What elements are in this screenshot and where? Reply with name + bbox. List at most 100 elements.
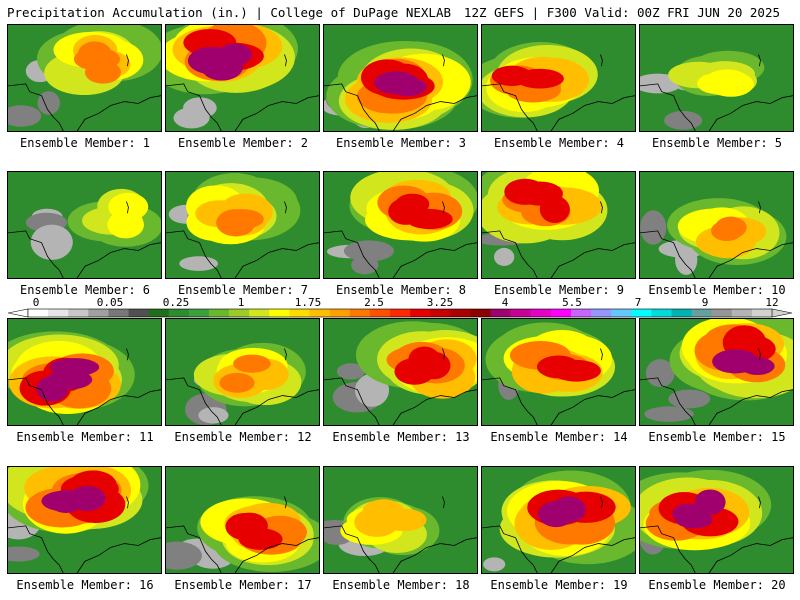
low-precip-patch — [37, 91, 60, 115]
precip-contour — [697, 73, 733, 94]
state-border-line — [324, 83, 380, 131]
colorbar-swatch — [570, 309, 592, 317]
ensemble-member-map — [639, 171, 794, 279]
coastline — [392, 537, 477, 573]
colorbar-tick-label: 9 — [702, 296, 709, 309]
ensemble-member-label: Ensemble Member: 5 — [651, 136, 783, 150]
colorbar-swatch — [450, 309, 471, 317]
ensemble-member-map — [165, 318, 320, 426]
state-border-line — [324, 525, 380, 573]
precip-field — [482, 25, 635, 131]
precip-field — [324, 319, 477, 425]
coastline — [708, 389, 793, 425]
river-line — [758, 496, 761, 509]
colorbar-swatch — [329, 309, 351, 317]
precip-field — [640, 319, 793, 425]
colorbar-swatch — [349, 309, 371, 317]
coastline — [76, 242, 161, 278]
colorbar-tick-label: 0.25 — [163, 296, 190, 309]
river-line — [126, 496, 129, 509]
ensemble-member-map — [7, 466, 162, 574]
colorbar-tick-label: 1 — [238, 296, 245, 309]
colorbar-swatch — [550, 309, 572, 317]
colorbar-swatch — [289, 309, 310, 317]
state-border-line — [482, 83, 538, 131]
river-line — [600, 496, 603, 509]
low-precip-patch — [179, 256, 218, 271]
ensemble-member-label: Ensemble Member: 12 — [174, 430, 312, 444]
ensemble-member-map — [7, 171, 162, 279]
precip-contour — [537, 501, 575, 528]
colorbar-swatch — [410, 309, 431, 317]
ensemble-member-label: Ensemble Member: 17 — [174, 578, 312, 592]
colorbar-tick-label: 12 — [765, 296, 778, 309]
river-line — [284, 348, 287, 361]
colorbar-swatch — [430, 309, 451, 317]
colorbar-swatch — [731, 309, 753, 317]
ensemble-member-map — [165, 466, 320, 574]
ensemble-member-label: Ensemble Member: 15 — [648, 430, 786, 444]
river-line — [442, 496, 445, 509]
colorbar-tick-label: 2.5 — [364, 296, 384, 309]
colorbar-swatch — [711, 309, 733, 317]
precip-field — [166, 467, 319, 573]
river-line — [126, 348, 129, 361]
precip-field — [482, 172, 635, 278]
ensemble-member-label: Ensemble Member: 7 — [177, 283, 309, 297]
coastline — [392, 242, 477, 278]
precip-contour — [49, 489, 83, 513]
precip-field — [482, 319, 635, 425]
coastline — [708, 242, 793, 278]
colorbar-outline — [27, 308, 773, 318]
river-line — [284, 54, 287, 67]
coastline — [708, 537, 793, 573]
low-precip-patch — [166, 541, 202, 570]
precip-contour — [107, 211, 144, 239]
colorbar-swatch — [108, 309, 129, 317]
river-line — [758, 348, 761, 361]
precip-contour — [551, 359, 601, 382]
ensemble-member-label: Ensemble Member: 13 — [332, 430, 470, 444]
precip-field — [640, 172, 793, 278]
precip-contour — [515, 68, 564, 89]
state-border-line — [166, 525, 222, 573]
low-precip-patch — [8, 546, 40, 562]
coastline — [550, 537, 635, 573]
low-precip-patch — [198, 407, 229, 424]
state-border-line — [166, 83, 222, 131]
state-border-line — [482, 525, 538, 573]
ensemble-member-map — [639, 466, 794, 574]
colorbar-swatch — [208, 309, 230, 317]
river-line — [600, 54, 603, 67]
ensemble-member-map — [481, 318, 636, 426]
colorbar-swatch — [128, 309, 149, 317]
ensemble-member-label: Ensemble Member: 2 — [177, 136, 309, 150]
colorbar-swatch — [68, 309, 89, 317]
precip-field — [166, 319, 319, 425]
precip-field — [324, 25, 477, 131]
colorbar-tick-label: 0.05 — [97, 296, 124, 309]
coastline — [234, 537, 319, 573]
precip-field — [640, 467, 793, 573]
colorbar-tick-label: 7 — [635, 296, 642, 309]
coastline — [76, 95, 161, 131]
precip-field — [8, 467, 161, 573]
precip-contour — [50, 358, 100, 377]
precip-field — [166, 172, 319, 278]
coastline — [76, 537, 161, 573]
coastline — [392, 95, 477, 131]
colorbar-swatch — [229, 309, 250, 317]
state-border-line — [324, 377, 380, 425]
precip-field — [8, 172, 161, 278]
ensemble-member-map — [323, 318, 478, 426]
ensemble-member-label: Ensemble Member: 18 — [332, 578, 470, 592]
colorbar-tick-label: 1.75 — [295, 296, 322, 309]
precip-colorbar: 0 0.05 0.25 1 1.75 2.5 3.25 4 5.5 7 9 12 — [8, 296, 792, 320]
colorbar-tick-label: 4 — [502, 296, 509, 309]
state-border-line — [8, 377, 64, 425]
colorbar-max-arrow — [771, 308, 792, 318]
coastline — [234, 242, 319, 278]
ensemble-member-label: Ensemble Member: 11 — [16, 430, 154, 444]
colorbar-tick-label: 3.25 — [427, 296, 454, 309]
precip-contour — [233, 354, 271, 373]
